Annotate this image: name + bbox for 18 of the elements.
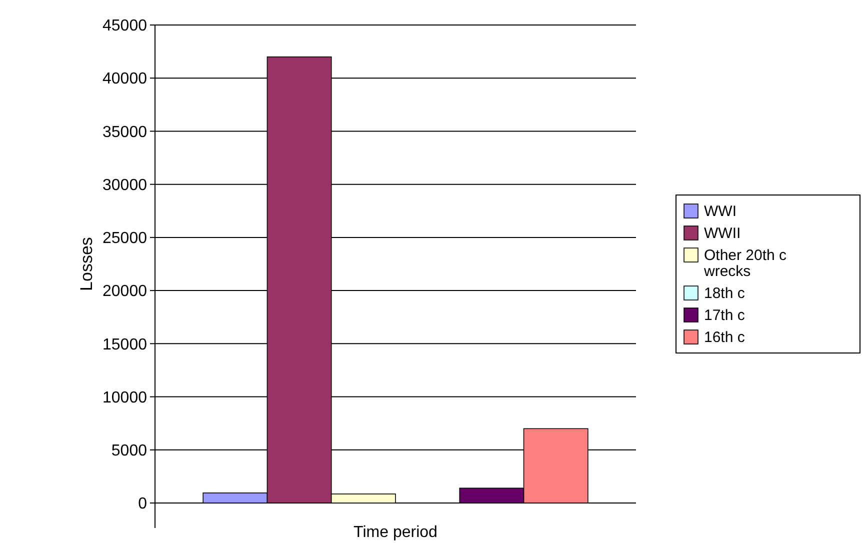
- y-tick-label: 30000: [102, 176, 148, 194]
- y-tick-label: 15000: [102, 336, 148, 354]
- y-tick-label: 25000: [102, 230, 148, 248]
- legend-label: Other 20th c wrecks: [703, 247, 788, 280]
- y-tick-label: 35000: [102, 124, 148, 141]
- legend-label: WWII: [704, 225, 741, 242]
- legend-label: WWI: [704, 203, 736, 220]
- legend-label: 16th c: [704, 329, 746, 346]
- y-tick-label: 40000: [102, 70, 148, 88]
- legend-label: 17th c: [704, 307, 746, 324]
- y-tick-label: 0: [138, 496, 148, 513]
- y-tick-label: 20000: [102, 283, 148, 300]
- y-axis-title: Losses: [77, 237, 96, 291]
- y-tick-label: 5000: [111, 442, 148, 460]
- x-axis-title: Time period: [354, 524, 438, 541]
- y-tick-label: 45000: [102, 18, 148, 35]
- y-tick-label: 10000: [102, 389, 148, 406]
- legend-label: 18th c: [704, 285, 746, 302]
